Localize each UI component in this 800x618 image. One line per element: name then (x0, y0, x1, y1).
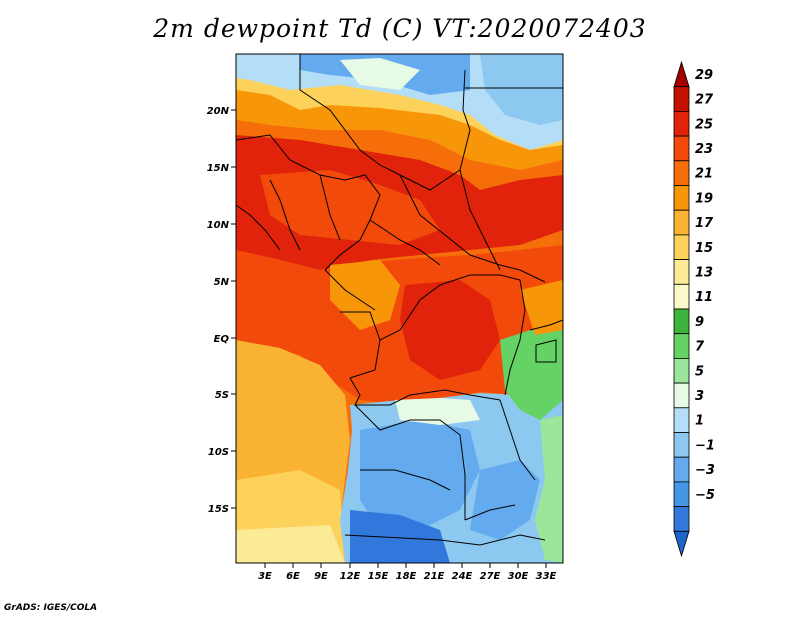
lat-tick-label: 15S (208, 504, 229, 515)
lat-axis: 20N 15N 10N 5N EQ 5S 10S 15S (207, 106, 236, 515)
lat-tick-label: 10S (208, 447, 229, 458)
colorbar-label: 25 (695, 117, 713, 132)
colorbar-swatch (673, 111, 690, 137)
lon-tick-label: 6E (286, 571, 300, 582)
colorbar-label: −3 (695, 463, 715, 478)
lon-tick-label: 9E (314, 571, 328, 582)
map-frame (235, 53, 564, 564)
country-borders (236, 54, 563, 546)
lon-tick-label: 12E (340, 571, 361, 582)
grads-credit: GrADS: IGES/COLA (4, 603, 98, 613)
colorbar-label: 19 (695, 191, 713, 206)
colorbar-label: 13 (695, 265, 713, 280)
lon-tick-label: 15E (368, 571, 389, 582)
colorbar-label: 7 (695, 340, 705, 355)
lon-tick-label: 3E (258, 571, 272, 582)
colorbar-swatch (673, 382, 690, 409)
colorbar-swatch (673, 333, 690, 359)
colorbar-swatch (673, 432, 690, 458)
colorbar-label: 15 (695, 241, 713, 256)
colorbar-swatch (673, 283, 690, 310)
colorbar-label: 27 (695, 93, 714, 108)
colorbar-label: 17 (695, 216, 714, 231)
colorbar-swatch (673, 481, 690, 507)
colorbar-swatch (673, 357, 690, 384)
colorbar-swatch (673, 506, 690, 532)
colorbar-label: 1 (695, 414, 704, 429)
colorbar-top-arrow (673, 60, 690, 88)
lon-tick-label: 30E (508, 571, 529, 582)
colorbar-label: 11 (695, 290, 713, 305)
lat-tick-label: 5N (214, 277, 230, 288)
colorbar-swatch (673, 234, 690, 260)
colorbar-swatch (673, 209, 690, 236)
lon-tick-label: 21E (424, 571, 445, 582)
dewpoint-field (236, 54, 563, 563)
colorbar-swatch (673, 86, 690, 112)
lon-axis: 3E 6E 9E 12E 15E 18E 21E 24E 27E 30E 33E (258, 563, 557, 582)
lon-tick-label: 24E (452, 571, 473, 582)
colorbar-label: 29 (695, 68, 713, 83)
colorbar-swatch (673, 160, 690, 186)
colorbar-label: 9 (695, 315, 704, 330)
colorbar-label: −1 (695, 438, 715, 453)
lat-tick-label: 20N (207, 106, 230, 117)
colorbar-swatch (673, 185, 690, 211)
colorbar-label: 23 (695, 142, 713, 157)
colorbar-label: −5 (695, 488, 715, 503)
lat-tick-label: 10N (207, 220, 230, 231)
lat-tick-label: 5S (215, 390, 229, 401)
lat-tick-label: 15N (207, 163, 230, 174)
colorbar-swatch (673, 407, 690, 433)
lon-tick-label: 27E (480, 571, 501, 582)
colorbar-swatch (673, 135, 690, 162)
lat-tick-label: EQ (214, 334, 230, 345)
chart-title: 2m dewpoint Td (C) VT:2020072403 (153, 14, 647, 43)
colorbar-swatch (673, 456, 690, 483)
colorbar-swatch (673, 308, 690, 335)
colorbar-label: 21 (695, 167, 713, 182)
lon-tick-label: 18E (396, 571, 417, 582)
colorbar-swatch (673, 259, 690, 285)
lon-tick-label: 33E (536, 571, 557, 582)
colorbar-label: 3 (695, 389, 704, 404)
colorbar-label: 5 (695, 364, 704, 379)
colorbar-bottom-arrow (673, 530, 690, 558)
colorbar: 29 27 25 23 21 19 17 15 13 11 9 7 5 3 1 −1 −3 −5 (673, 60, 715, 558)
